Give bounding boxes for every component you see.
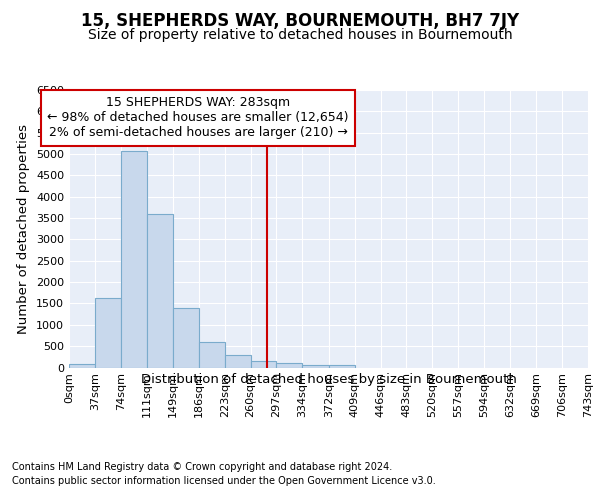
Bar (121, 151, 146, 368)
Bar (302, 366, 329, 368)
Text: Contains public sector information licensed under the Open Government Licence v3: Contains public sector information licen… (12, 476, 436, 486)
Text: Distribution of detached houses by size in Bournemouth: Distribution of detached houses by size … (141, 372, 517, 386)
Y-axis label: Number of detached properties: Number of detached properties (17, 124, 31, 334)
Bar (95, 298, 121, 368)
Bar (69, 364, 95, 368)
Bar (173, 308, 199, 368)
Text: Contains HM Land Registry data © Crown copyright and database right 2024.: Contains HM Land Registry data © Crown c… (12, 462, 392, 472)
Bar (251, 361, 277, 368)
Bar (277, 363, 302, 368)
Text: 15 SHEPHERDS WAY: 283sqm
← 98% of detached houses are smaller (12,654)
2% of sem: 15 SHEPHERDS WAY: 283sqm ← 98% of detach… (47, 96, 349, 140)
Bar (146, 214, 173, 368)
Text: Size of property relative to detached houses in Bournemouth: Size of property relative to detached ho… (88, 28, 512, 42)
Text: 15, SHEPHERDS WAY, BOURNEMOUTH, BH7 7JY: 15, SHEPHERDS WAY, BOURNEMOUTH, BH7 7JY (81, 12, 519, 30)
Bar (225, 354, 251, 368)
Bar (329, 366, 355, 368)
Bar (199, 342, 225, 367)
